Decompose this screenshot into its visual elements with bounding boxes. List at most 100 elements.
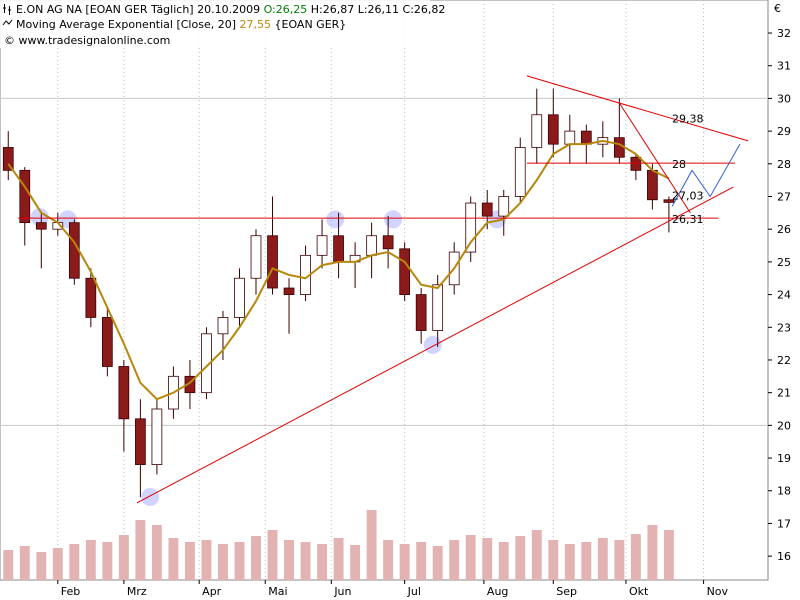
indicator: Moving Average Exponential [Close, 20]	[16, 18, 236, 31]
price-label: 26,31	[672, 213, 704, 226]
y-tick-label: 26	[777, 223, 791, 236]
trendline	[526, 75, 749, 142]
candle-body	[267, 235, 278, 289]
candle-body	[135, 418, 146, 465]
volume-bar	[383, 540, 394, 580]
volume-bar	[663, 530, 674, 580]
y-tick-label: 28	[777, 158, 791, 171]
candle-icon	[3, 4, 11, 15]
header-line: E.ON AG NA [EOAN GER Täglich] 20.10.2009…	[16, 3, 445, 16]
y-tick-label: 21	[777, 387, 791, 400]
close: C:26,82	[403, 3, 446, 16]
volume-bar	[251, 536, 261, 580]
volume-bar	[118, 535, 129, 580]
y-tick-label: 30	[777, 92, 791, 105]
y-tick-label: 27	[777, 190, 791, 203]
header-bg	[0, 0, 430, 48]
volume-bar	[300, 542, 311, 580]
candle-body	[498, 196, 510, 217]
y-tick-label: 18	[777, 485, 791, 498]
volume-bar	[69, 544, 80, 580]
x-tick-label: Okt	[629, 585, 649, 598]
x-tick-label: Nov	[707, 585, 729, 598]
x-tick-label: Mrz	[127, 585, 147, 598]
volume-bar	[168, 538, 179, 580]
volume-bar	[350, 545, 361, 580]
highlight	[141, 487, 160, 506]
volume-bar	[184, 542, 195, 580]
x-tick-label: Sep	[556, 585, 577, 598]
candle-body	[234, 277, 245, 318]
volume-bar	[630, 534, 641, 580]
candle-body	[465, 202, 477, 253]
candle-body	[663, 199, 675, 203]
volume-bar	[416, 542, 427, 580]
candle-body	[366, 235, 377, 256]
currency: €	[774, 2, 781, 15]
price-label: 27,03	[672, 190, 704, 203]
high: H:26,87	[311, 3, 354, 16]
candle-body	[151, 408, 163, 465]
candle-body	[432, 284, 444, 331]
candle-body	[184, 375, 196, 394]
candle-body	[531, 114, 543, 148]
volume-bar	[581, 542, 592, 580]
y-tick-label: 25	[777, 256, 791, 269]
y-tick-label: 31	[777, 60, 791, 73]
candle-body	[201, 333, 212, 394]
volume-bar	[647, 525, 658, 580]
highlight	[30, 208, 49, 227]
price-label: 29,38	[672, 113, 704, 126]
volume-bar	[597, 538, 608, 580]
indicator-value: 27,55	[240, 18, 272, 31]
volume-bar	[218, 544, 228, 580]
candle-body	[382, 235, 394, 250]
line-icon	[2, 19, 13, 26]
date: 20.10.2009	[197, 3, 260, 16]
candle-body	[564, 130, 576, 145]
candle-body	[630, 156, 642, 171]
volume-bar	[399, 544, 410, 580]
volume-bar	[482, 538, 493, 580]
volume-bar	[267, 530, 278, 580]
volume-bar	[366, 510, 377, 580]
volume-bar	[531, 530, 542, 580]
candle-body	[333, 235, 344, 263]
y-tick-label: 20	[777, 419, 791, 432]
x-tick-label: Feb	[61, 585, 80, 598]
candle-body	[547, 114, 559, 145]
volume-bar	[614, 540, 625, 580]
ema-line	[7, 139, 670, 401]
volume-bar	[449, 540, 460, 580]
trendline	[671, 143, 741, 207]
y-tick-label: 17	[777, 517, 791, 530]
candle-body	[217, 317, 229, 335]
volume-bar	[465, 535, 476, 580]
volume-bar	[498, 542, 509, 580]
candle-body	[102, 317, 113, 367]
y-tick-label: 32	[777, 27, 791, 40]
volume-bar	[201, 540, 212, 580]
volume-bar	[432, 546, 443, 580]
candle-body	[399, 248, 410, 295]
volume-bar	[548, 540, 559, 580]
volume-bar	[333, 538, 344, 580]
volume-bar	[85, 540, 96, 580]
volume-bar	[151, 525, 162, 580]
volume-bar	[19, 546, 30, 580]
volume-bar	[102, 542, 113, 580]
y-tick-label: 22	[777, 354, 791, 367]
x-tick-label: Jul	[407, 585, 421, 598]
candle-body	[415, 294, 427, 331]
candle-body	[580, 130, 592, 145]
price-label: 28	[672, 158, 686, 171]
highlight	[326, 210, 345, 229]
x-tick-label: Aug	[487, 585, 508, 598]
candle-body	[85, 277, 97, 318]
x-tick-label: Apr	[202, 585, 222, 598]
candle-body	[2, 147, 14, 171]
volume-bar	[36, 552, 47, 580]
symbol: E.ON AG NA [EOAN GER Täglich]	[16, 3, 194, 16]
highlight	[423, 335, 442, 354]
